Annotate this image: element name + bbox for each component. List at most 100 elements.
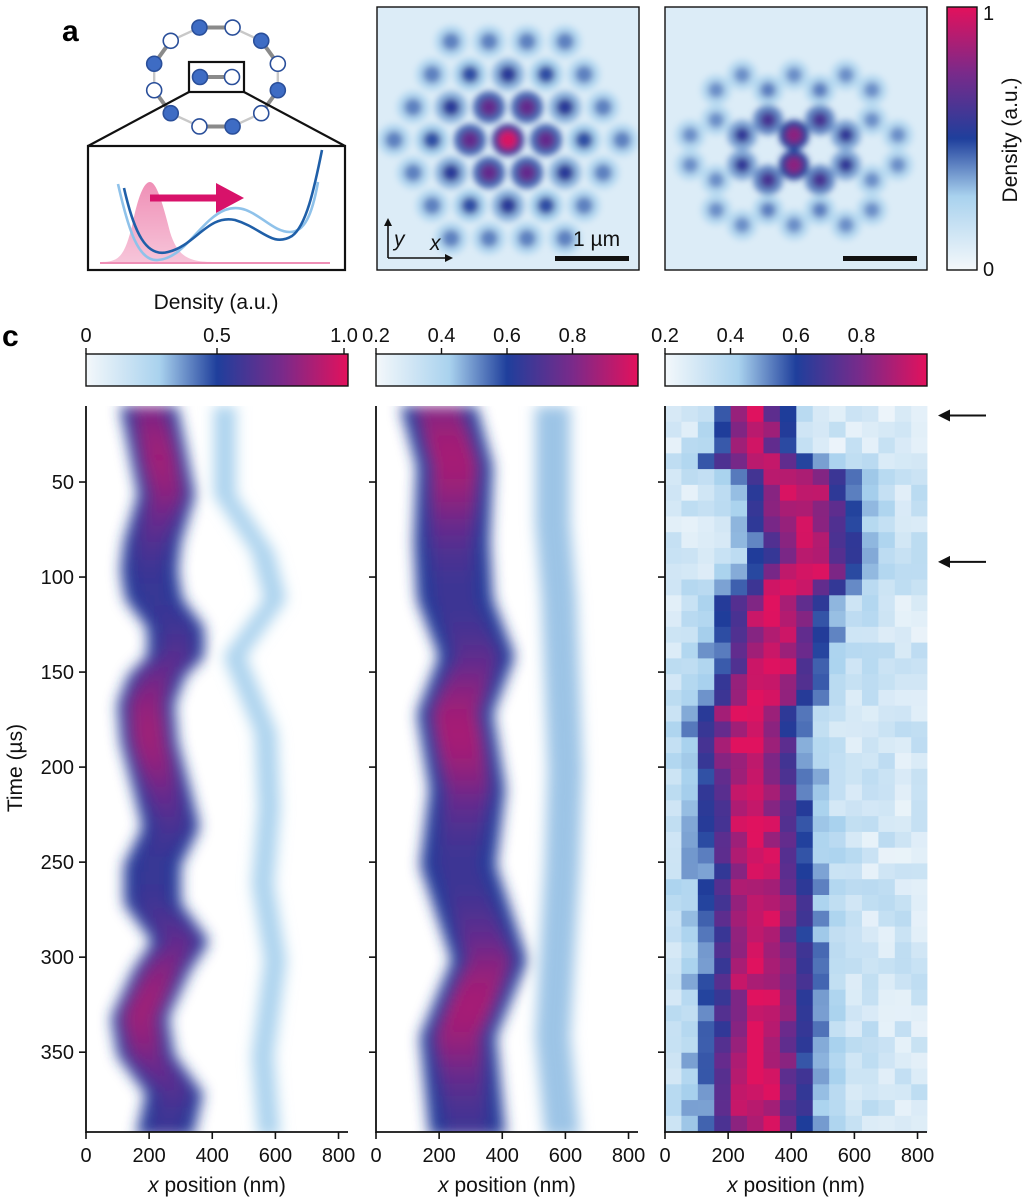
heatmap-pixel [714,595,732,612]
density-secondary [241,628,264,636]
heatmap-pixel [796,1036,814,1054]
density-secondary [256,565,279,573]
density-main-core [145,508,178,516]
density-secondary [254,850,277,858]
density-secondary [545,691,580,698]
heatmap-pixel [681,437,699,454]
x-axis-title-var: x [437,1174,450,1197]
heatmap-pixel [730,895,748,912]
heatmap-pixel [730,453,748,470]
heatmap-pixel [763,895,781,912]
heatmap-pixel [763,753,781,770]
heatmap-pixel [812,1068,830,1085]
density-secondary [544,862,580,869]
colorbar-tick-label: 0.2 [362,325,390,347]
atom-spot [811,112,828,128]
image-b2-frame [664,6,928,271]
heatmap-pixel [697,579,715,596]
density-main-core [431,554,474,561]
heatmap-pixel [861,1036,879,1054]
heatmap-pixel [730,831,748,849]
heatmap-pixel [665,721,682,738]
density-secondary [535,474,571,482]
atom-spot [889,127,906,143]
heatmap-pixel [878,705,896,722]
heatmap-pixel [697,863,715,880]
density-secondary [261,941,284,949]
heatmap-pixel [812,689,830,707]
density-main-core [443,770,487,778]
y-axis-title: Time (µs) [4,724,27,812]
colorbar-tick-label: 0.4 [717,325,745,347]
heatmap-pixel [845,595,863,612]
density-secondary [537,993,573,1000]
heatmap-pixel [697,532,715,549]
atom-spot [760,202,777,218]
density-main-core [440,1073,484,1080]
heatmap-pixel [911,437,928,454]
heatmap-pixel [861,753,879,770]
heatmap-pixel [845,437,863,454]
density-secondary [547,782,583,790]
heatmap-pixel [829,1052,846,1069]
heatmap-pixel [714,737,732,754]
density-main-core [446,628,489,636]
heatmap-pixel [894,1084,912,1101]
heatmap-pixel [665,816,682,833]
heatmap-pixel [911,689,928,707]
heatmap-pixel [665,437,682,454]
heatmap-pixel [812,579,830,596]
heatmap-pixel [763,1100,781,1117]
density-secondary [255,1095,278,1103]
heatmap-pixel [714,437,732,454]
heatmap-pixel [911,453,928,470]
heatmap-pixel [747,674,764,691]
density-main-core [437,730,480,738]
density-secondary [257,782,280,790]
heatmap-pixel [829,768,846,785]
density-secondary [544,679,580,687]
heatmap-3 [665,406,928,1133]
density-secondary [542,611,578,618]
atom-spot [734,217,751,233]
density-main-core [140,440,173,447]
density-main-core [158,947,191,955]
density-secondary [258,998,281,1006]
y-tick-label: 50 [52,472,74,494]
heatmap-pixel [829,910,846,927]
heatmap-pixel [681,1084,699,1101]
colorbar-tick-label: 1.0 [330,325,358,347]
heatmap-pixel [829,642,846,659]
density-secondary [546,827,581,835]
density-secondary [535,417,571,425]
density-main-core [450,639,494,647]
density-main-core [424,428,467,436]
heatmap-pixel [845,1021,863,1038]
density-secondary [257,788,280,795]
density-secondary [232,520,255,527]
atom-spot [442,98,460,117]
heatmap-pixel [747,816,764,833]
heatmap-pixel [714,406,732,423]
density-main-core [431,508,475,516]
heatmap-pixel [730,753,748,770]
density-secondary [263,953,286,961]
atom-spot [811,82,828,98]
heatmap-pixel [829,1084,846,1101]
density-main-core [126,1033,159,1040]
heatmap-pixel [779,895,797,912]
heatmap-pixel [796,705,814,722]
heatmap-pixel [747,658,764,675]
heatmap-pixel [894,658,912,675]
x-axis-title-rest: position (nm) [449,1174,576,1197]
density-main-core [441,822,485,829]
lattice-site [252,104,270,122]
heatmap-pixel [812,910,830,927]
density-main-core [430,542,474,550]
density-main-core [135,748,168,755]
heatmap-pixel [714,626,732,644]
density-secondary [261,981,284,989]
heatmap-pixel [796,689,814,707]
heatmap-pixel [796,674,814,691]
heatmap-pixel [779,689,797,707]
